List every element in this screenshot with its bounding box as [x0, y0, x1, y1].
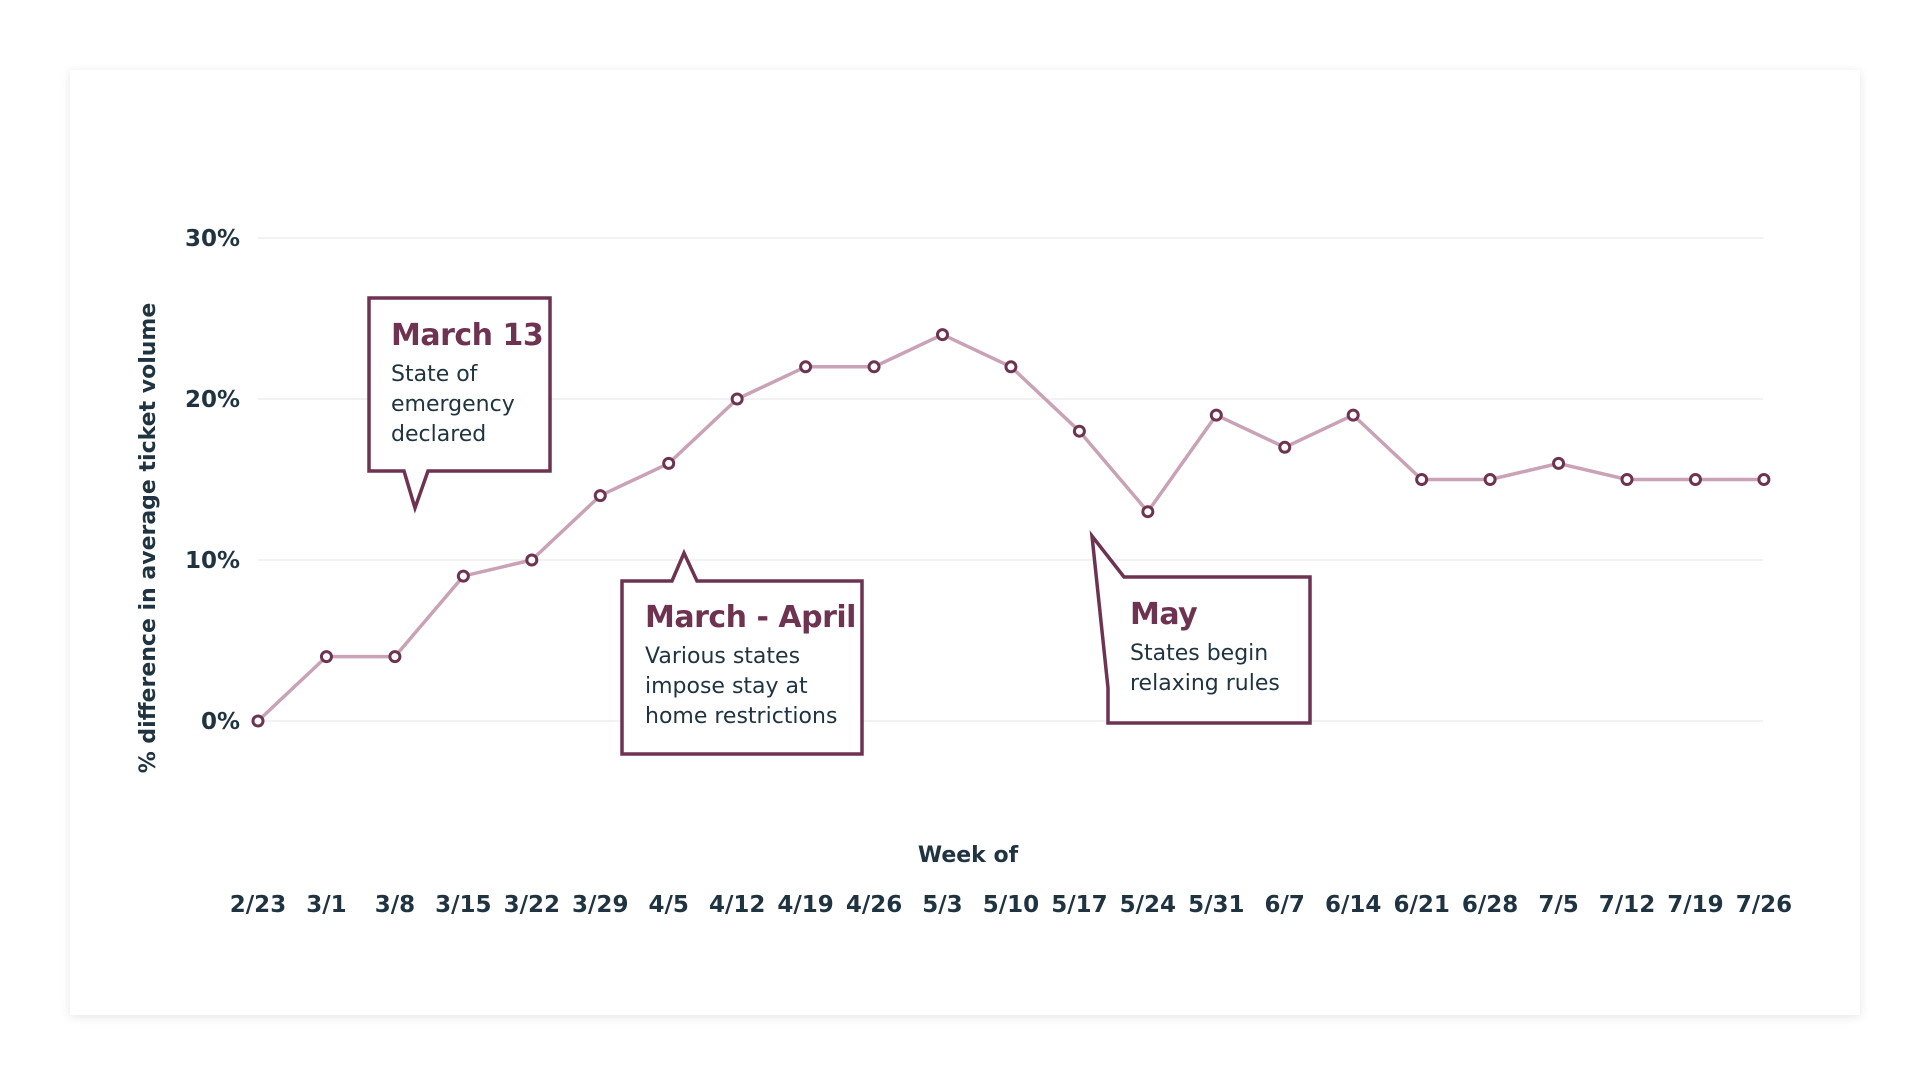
- y-axis-title: % difference in average ticket volume: [136, 303, 161, 774]
- x-axis-ticks: 2/23 3/1 3/8 3/15 3/22 3/29 4/5 4/12 4/19 4/26 5/3…: [230, 892, 1792, 918]
- data-point: [1688, 473, 1702, 486]
- callout-text: States begin: [1130, 641, 1268, 666]
- x-tick-label: 3/22: [504, 892, 560, 918]
- x-tick-label: 6/7: [1265, 892, 1305, 918]
- x-tick-label: 7/26: [1736, 892, 1792, 918]
- chart-card: [70, 70, 1860, 1015]
- data-point: [593, 489, 607, 503]
- data-point: [1483, 473, 1497, 486]
- annotations: March 13 State of emergency declared March -…: [367, 296, 1312, 756]
- data-point: [867, 360, 881, 374]
- data-point: [1415, 473, 1429, 486]
- x-tick-label: 5/17: [1051, 892, 1107, 918]
- callout: March 13 State of emergency declared: [367, 296, 552, 514]
- callout-text: impose stay at: [645, 674, 808, 699]
- data-point: [456, 569, 470, 583]
- data-point: [730, 392, 744, 406]
- callout-text: Various states: [645, 644, 800, 669]
- series-markers: [251, 328, 1771, 728]
- y-tick-label: 10%: [185, 548, 240, 574]
- callout-box: [620, 548, 864, 756]
- data-point: [936, 328, 949, 342]
- x-tick-label: 5/24: [1120, 892, 1176, 918]
- data-point: [319, 650, 333, 664]
- data-point: [1072, 424, 1086, 438]
- x-tick-label: 6/28: [1462, 892, 1518, 918]
- callout-box: [1089, 530, 1312, 725]
- callout-text: home restrictions: [645, 704, 837, 729]
- data-point: [1141, 505, 1155, 519]
- x-tick-label: 4/5: [648, 892, 688, 918]
- data-point: [1757, 473, 1771, 486]
- callout-title: May: [1130, 597, 1198, 632]
- callout-text: emergency: [391, 392, 515, 417]
- x-tick-label: 3/15: [435, 892, 491, 918]
- x-tick-label: 3/29: [572, 892, 628, 918]
- x-tick-label: 4/19: [777, 892, 833, 918]
- x-tick-label: 7/5: [1538, 892, 1578, 918]
- x-tick-label: 6/21: [1393, 892, 1449, 918]
- y-tick-label: 0%: [201, 709, 240, 735]
- x-tick-label: 3/8: [375, 892, 415, 918]
- callout-text: relaxing rules: [1130, 671, 1280, 696]
- data-point: [1346, 408, 1360, 422]
- data-point: [1004, 360, 1018, 374]
- callout-text: State of: [391, 362, 479, 387]
- data-point: [662, 456, 676, 470]
- data-point: [1209, 408, 1223, 422]
- data-point: [388, 650, 402, 664]
- callout-box: [367, 296, 552, 514]
- x-tick-label: 4/26: [846, 892, 902, 918]
- x-tick-label: 7/19: [1667, 892, 1723, 918]
- x-tick-label: 4/12: [709, 892, 765, 918]
- x-tick-label: 5/31: [1188, 892, 1244, 918]
- data-point: [799, 360, 813, 374]
- callout-title: March 13: [391, 318, 543, 353]
- x-tick-label: 5/3: [922, 892, 962, 918]
- callout-text: declared: [391, 422, 486, 447]
- x-tick-label: 5/10: [983, 892, 1039, 918]
- callout: May States begin relaxing rules: [1089, 530, 1312, 725]
- x-tick-label: 2/23: [230, 892, 286, 918]
- data-point: [1552, 456, 1566, 470]
- y-tick-label: 30%: [185, 226, 240, 252]
- y-axis-ticks: 0% 10% 20% 30%: [185, 226, 240, 735]
- x-tick-label: 6/14: [1325, 892, 1381, 918]
- data-point: [525, 553, 539, 567]
- callout: March - April Various states impose stay a…: [620, 548, 864, 756]
- x-axis-title: Week of: [918, 843, 1019, 868]
- data-point: [251, 714, 265, 728]
- y-tick-label: 20%: [185, 387, 240, 413]
- data-point: [1278, 440, 1292, 454]
- x-tick-label: 7/12: [1599, 892, 1655, 918]
- x-tick-label: 3/1: [306, 892, 346, 918]
- callout-title: March - April: [645, 600, 856, 635]
- data-point: [1620, 473, 1634, 486]
